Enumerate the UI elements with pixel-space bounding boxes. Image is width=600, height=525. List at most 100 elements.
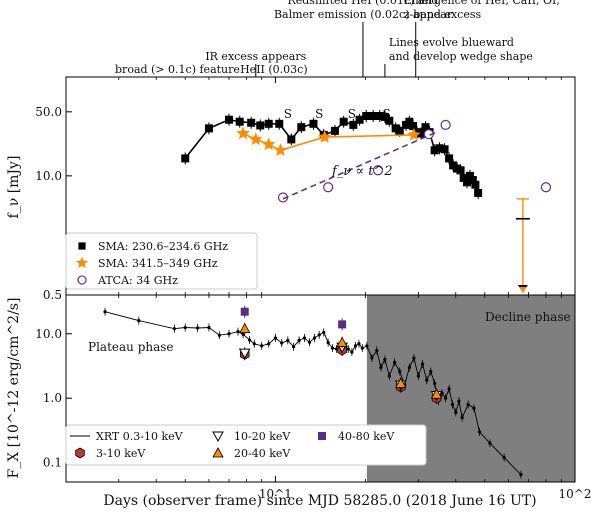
data-point	[391, 124, 400, 133]
plateau-phase-label: Plateau phase	[88, 340, 174, 354]
data-point	[416, 374, 420, 378]
s-label: S	[348, 107, 356, 121]
data-point	[207, 325, 211, 330]
y-tick-label: 0.5	[43, 288, 62, 302]
data-point	[488, 441, 492, 445]
legend-label: ATCA: 34 GHz	[97, 274, 178, 287]
data-point	[519, 473, 523, 477]
data-point	[204, 124, 213, 133]
data-point	[236, 330, 240, 334]
data-point	[444, 396, 448, 400]
fit-label: f_ν ∝ t^2	[331, 164, 393, 179]
legend-marker	[76, 256, 88, 269]
data-point	[425, 378, 429, 382]
data-point	[380, 112, 389, 121]
data-point	[360, 346, 364, 350]
data-point	[224, 115, 233, 124]
y-tick-label: 10.0	[35, 169, 62, 183]
data-point	[405, 117, 414, 126]
fit-line	[282, 131, 437, 200]
data-point	[249, 132, 263, 146]
data-point	[466, 402, 470, 407]
legend-label: 20-40 keV	[234, 447, 291, 460]
x-tick-label: 10^1	[259, 487, 292, 501]
s-label: S	[382, 107, 390, 121]
data-point	[370, 356, 374, 360]
data-point	[369, 112, 378, 121]
data-point	[430, 388, 443, 399]
legend-label: SMA: 341.5–349 GHz	[98, 257, 218, 270]
data-point	[409, 122, 418, 131]
data-point	[322, 330, 326, 335]
legend-marker	[75, 447, 85, 459]
data-point	[302, 336, 307, 340]
annotation-text: Emergence of HeI, CaII, OI,	[404, 0, 560, 7]
data-point	[247, 118, 256, 127]
data-point	[365, 344, 369, 348]
top-legend: SMA: 230.6–234.6 GHz SMA: 341.5–349 GHz AT…	[65, 232, 258, 290]
annotation-text: Redshifted HeI (0.01c) and	[287, 0, 438, 7]
data-point	[280, 341, 284, 345]
data-point	[435, 144, 444, 153]
data-point	[297, 123, 306, 132]
data-point	[465, 171, 474, 180]
annotation-text: z-band excess	[404, 8, 482, 21]
data-point	[462, 178, 471, 187]
data-point	[252, 342, 256, 346]
data-point	[416, 129, 425, 138]
data-point	[349, 120, 358, 129]
data-point	[471, 180, 480, 189]
data-point	[287, 135, 296, 144]
data-point	[398, 369, 402, 374]
data-point	[326, 340, 330, 345]
data-point	[450, 402, 455, 407]
data-point	[440, 119, 451, 130]
data-point	[309, 119, 318, 128]
data-point	[236, 126, 250, 140]
data-point	[330, 126, 339, 135]
y-tick-label: 50.0	[35, 105, 62, 119]
data-point	[387, 374, 391, 378]
legend-marker	[77, 275, 87, 285]
data-point	[350, 350, 354, 354]
data-point	[339, 117, 348, 126]
data-point	[256, 121, 265, 130]
data-point	[103, 310, 107, 314]
legend-marker	[212, 447, 224, 458]
data-point	[291, 345, 296, 349]
data-point	[457, 399, 461, 403]
legend-label: SMA: 230.6–234.6 GHz	[98, 240, 228, 253]
data-point	[502, 455, 506, 460]
legend-label: 3-10 keV	[96, 447, 146, 460]
data-point	[338, 320, 347, 329]
data-point	[407, 365, 411, 370]
data-point	[334, 347, 339, 351]
data-point	[247, 338, 252, 342]
axis-ticks: 10^1 10^2 0.5 10.0 50.0 0.1 1.0 10.0	[35, 77, 591, 501]
data-point	[385, 116, 394, 125]
bottom-y-axis-label: F_X [10^-12 erg/cm^2/s]	[6, 298, 22, 479]
data-point	[241, 332, 245, 336]
data-point	[429, 369, 433, 374]
data-point	[307, 340, 312, 344]
bottom-panel-marks	[103, 305, 523, 479]
data-point	[379, 365, 383, 370]
data-point	[262, 137, 276, 151]
data-point	[273, 336, 278, 340]
decline-phase-label: Decline phase	[485, 310, 571, 324]
legend-marker	[212, 431, 224, 443]
data-point	[430, 146, 439, 155]
data-point	[421, 123, 430, 132]
data-point	[318, 130, 332, 143]
annotation-text: IR excess appears	[205, 50, 306, 63]
data-point	[474, 188, 483, 197]
data-point	[239, 322, 251, 334]
data-point	[240, 307, 249, 316]
data-point	[353, 344, 358, 348]
data-point	[540, 182, 552, 193]
data-point	[196, 326, 200, 330]
data-point	[172, 327, 176, 331]
data-point	[459, 173, 468, 182]
